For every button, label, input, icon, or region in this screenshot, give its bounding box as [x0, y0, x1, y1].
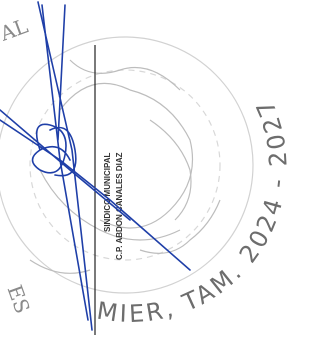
- seal-emblem: [0, 37, 253, 293]
- signature-title: SINDICO MUNICIPAL: [103, 152, 112, 232]
- seal-fragment: ES: [3, 282, 35, 317]
- document: AL ES MIER, TAM. 2024 - 2027 SINDICO MUN…: [0, 0, 294, 339]
- seal-fragment: AL: [0, 14, 31, 46]
